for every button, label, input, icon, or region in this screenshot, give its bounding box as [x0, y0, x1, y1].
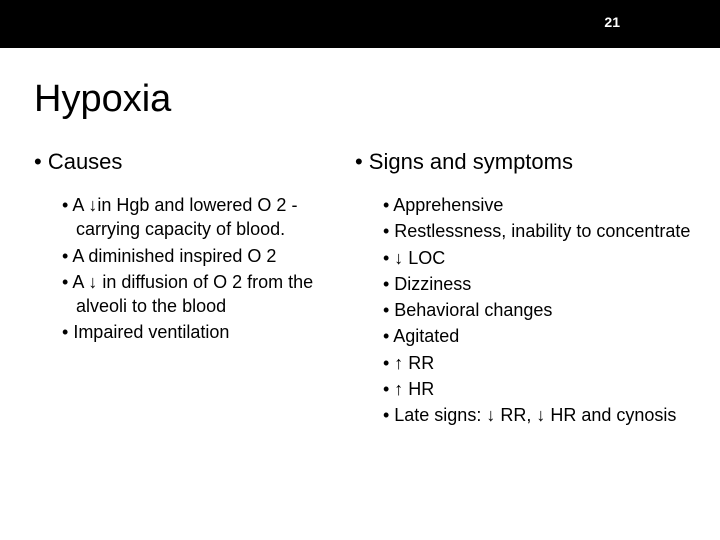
list-item: ↑ RR: [383, 351, 694, 375]
list-item: Apprehensive: [383, 193, 694, 217]
causes-list: A ↓in Hgb and lowered O 2 -carrying capa…: [34, 193, 347, 345]
list-item: A ↓in Hgb and lowered O 2 -carrying capa…: [62, 193, 347, 242]
list-item: A ↓ in diffusion of O 2 from the alveoli…: [62, 270, 347, 319]
right-column: Signs and symptoms Apprehensive Restless…: [355, 149, 694, 430]
slide-title: Hypoxia: [34, 78, 686, 121]
two-column-layout: Causes A ↓in Hgb and lowered O 2 -carryi…: [34, 149, 686, 430]
list-item: Dizziness: [383, 272, 694, 296]
slide-content: Hypoxia Causes A ↓in Hgb and lowered O 2…: [0, 48, 720, 430]
list-item: Restlessness, inability to concentrate: [383, 219, 694, 243]
list-item: A diminished inspired O 2: [62, 244, 347, 268]
list-item: Impaired ventilation: [62, 320, 347, 344]
signs-heading: Signs and symptoms: [355, 149, 694, 175]
causes-heading: Causes: [34, 149, 347, 175]
page-number: 21: [604, 14, 620, 30]
left-column: Causes A ↓in Hgb and lowered O 2 -carryi…: [34, 149, 347, 430]
list-item: ↑ HR: [383, 377, 694, 401]
list-item: Agitated: [383, 324, 694, 348]
header-bar: 21: [0, 0, 720, 48]
list-item: Late signs: ↓ RR, ↓ HR and cynosis: [383, 403, 694, 427]
list-item: Behavioral changes: [383, 298, 694, 322]
signs-list: Apprehensive Restlessness, inability to …: [355, 193, 694, 428]
list-item: ↓ LOC: [383, 246, 694, 270]
